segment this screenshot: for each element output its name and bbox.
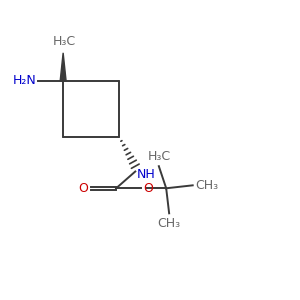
Text: NH: NH: [137, 168, 155, 181]
Polygon shape: [60, 53, 66, 81]
Text: CH₃: CH₃: [158, 217, 181, 230]
Text: H₃C: H₃C: [147, 150, 170, 163]
Text: CH₃: CH₃: [195, 179, 218, 192]
Text: H₃C: H₃C: [53, 35, 76, 48]
Text: O: O: [78, 182, 88, 195]
Text: O: O: [143, 182, 153, 195]
Text: H₂N: H₂N: [13, 74, 37, 87]
